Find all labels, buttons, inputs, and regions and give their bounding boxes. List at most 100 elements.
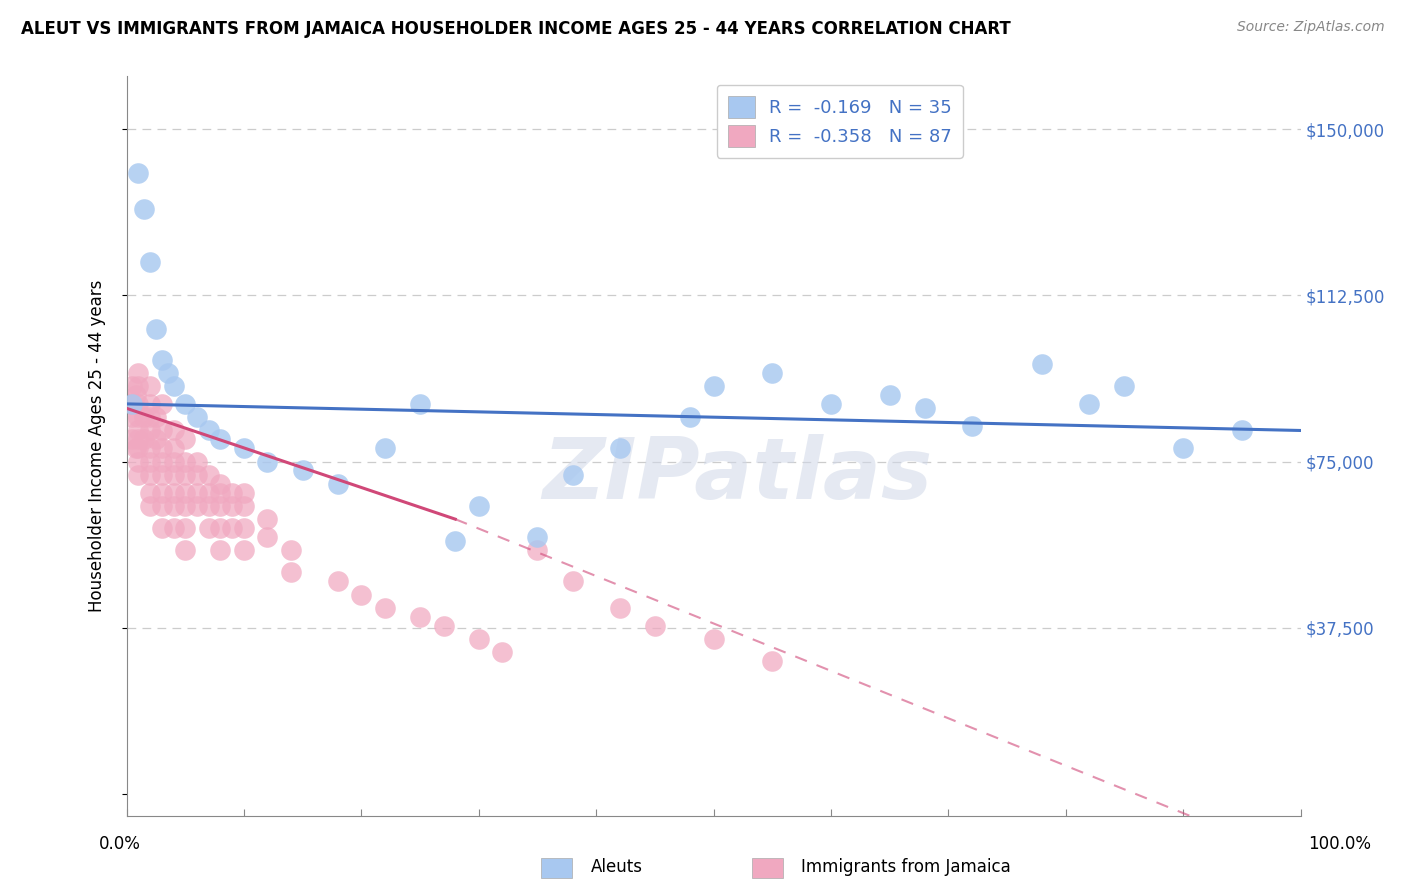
Point: [121, 433, 143, 447]
Point: [561, 467, 583, 482]
Point: [186, 454, 208, 468]
Point: [174, 454, 197, 468]
Point: [127, 166, 149, 180]
Point: [232, 485, 256, 500]
Point: [127, 454, 149, 468]
Point: [761, 654, 783, 668]
Point: [702, 632, 725, 646]
Point: [127, 379, 149, 393]
Point: [256, 454, 278, 468]
Point: [145, 321, 167, 335]
Point: [491, 645, 513, 659]
Point: [256, 530, 278, 544]
Point: [1114, 379, 1136, 393]
Point: [197, 485, 219, 500]
Point: [526, 543, 548, 558]
Point: [174, 499, 197, 513]
Point: [120, 397, 142, 411]
Point: [209, 476, 232, 491]
Point: [127, 424, 149, 438]
Point: [209, 543, 232, 558]
Point: [186, 467, 208, 482]
Text: ALEUT VS IMMIGRANTS FROM JAMAICA HOUSEHOLDER INCOME AGES 25 - 44 YEARS CORRELATI: ALEUT VS IMMIGRANTS FROM JAMAICA HOUSEHO…: [21, 20, 1011, 37]
Point: [444, 534, 467, 549]
Point: [162, 521, 184, 535]
Point: [960, 419, 983, 434]
Point: [186, 410, 208, 425]
Point: [1230, 424, 1253, 438]
Point: [139, 379, 162, 393]
Point: [134, 202, 156, 216]
Point: [139, 467, 162, 482]
Point: [879, 388, 901, 402]
Point: [150, 424, 173, 438]
Point: [326, 574, 349, 589]
Point: [162, 441, 184, 455]
Point: [127, 397, 149, 411]
Point: [232, 499, 256, 513]
Point: [139, 454, 162, 468]
Point: [127, 366, 149, 380]
Point: [125, 388, 148, 402]
Point: [221, 485, 243, 500]
Point: [197, 521, 219, 535]
Point: [156, 366, 179, 380]
Point: [127, 441, 149, 455]
Point: [139, 397, 162, 411]
Point: [134, 433, 156, 447]
Point: [280, 566, 302, 580]
Point: [150, 485, 173, 500]
Point: [197, 467, 219, 482]
Point: [139, 410, 162, 425]
Point: [150, 454, 173, 468]
Point: [209, 499, 232, 513]
Point: [145, 410, 167, 425]
Point: [162, 499, 184, 513]
Point: [209, 521, 232, 535]
Point: [702, 379, 725, 393]
Point: [197, 424, 219, 438]
Point: [139, 441, 162, 455]
Point: [139, 255, 162, 269]
Point: [256, 512, 278, 526]
Point: [644, 618, 666, 632]
Point: [526, 530, 548, 544]
Point: [350, 587, 373, 601]
Point: [174, 521, 197, 535]
Point: [914, 401, 936, 416]
Point: [467, 632, 489, 646]
Point: [145, 433, 167, 447]
Point: [209, 485, 232, 500]
Point: [221, 521, 243, 535]
Point: [150, 521, 173, 535]
Point: [186, 485, 208, 500]
Point: [162, 485, 184, 500]
Point: [139, 485, 162, 500]
Text: Aleuts: Aleuts: [591, 858, 643, 876]
Point: [232, 441, 256, 455]
Point: [197, 499, 219, 513]
Point: [127, 467, 149, 482]
Point: [1171, 441, 1194, 455]
Text: 100.0%: 100.0%: [1309, 835, 1371, 853]
Point: [761, 366, 783, 380]
Point: [561, 574, 583, 589]
Text: Source: ZipAtlas.com: Source: ZipAtlas.com: [1237, 20, 1385, 34]
Point: [127, 410, 149, 425]
Point: [121, 410, 143, 425]
Point: [125, 441, 148, 455]
Point: [139, 499, 162, 513]
Point: [174, 467, 197, 482]
Point: [409, 609, 432, 624]
Point: [374, 600, 396, 615]
Point: [150, 499, 173, 513]
Point: [820, 397, 842, 411]
Point: [609, 441, 631, 455]
Point: [609, 600, 631, 615]
Point: [150, 441, 173, 455]
Point: [209, 433, 232, 447]
Point: [1078, 397, 1101, 411]
Y-axis label: Householder Income Ages 25 - 44 years: Householder Income Ages 25 - 44 years: [87, 280, 105, 612]
Point: [150, 352, 173, 367]
Point: [326, 476, 349, 491]
